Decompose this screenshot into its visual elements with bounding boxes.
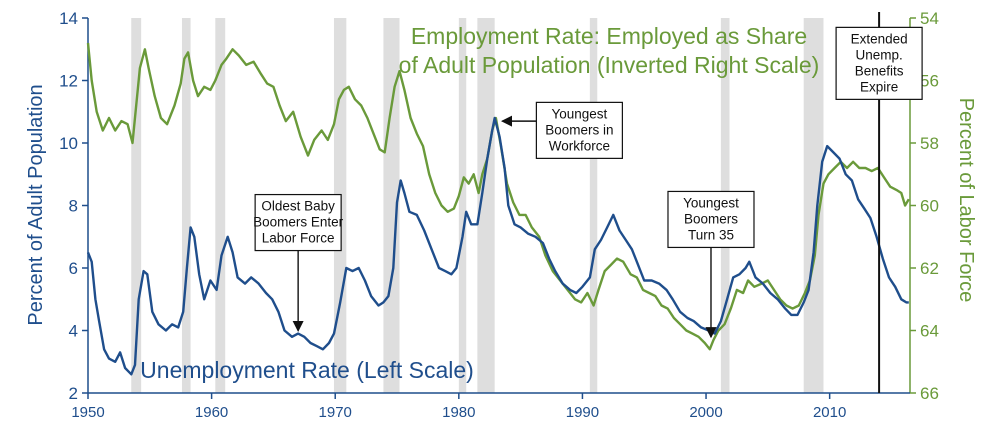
recession-band bbox=[458, 18, 467, 393]
x-tick-label: 1990 bbox=[566, 404, 599, 421]
annotation-text: Workforce bbox=[549, 138, 610, 153]
recession-bands bbox=[131, 18, 824, 393]
recession-band bbox=[383, 18, 400, 393]
right-tick-label: 56 bbox=[920, 72, 939, 91]
annotation-box bbox=[535, 101, 623, 159]
recession-band bbox=[215, 18, 226, 393]
annotation-text: Labor Force bbox=[262, 231, 335, 246]
annotation-box bbox=[667, 190, 755, 249]
annotation-text: Turn 35 bbox=[688, 227, 734, 242]
annotation-box bbox=[254, 193, 342, 252]
left-tick-label: 14 bbox=[59, 9, 78, 28]
annotation-text: Extended bbox=[851, 31, 908, 46]
recession-band bbox=[131, 18, 142, 393]
chart-title-green-line2: of Adult Population (Inverted Right Scal… bbox=[399, 52, 820, 78]
annotation-text: Boomers in bbox=[545, 122, 613, 137]
right-axis-label: Percent of Labor Force bbox=[955, 98, 977, 303]
x-tick-label: 2010 bbox=[813, 404, 846, 421]
right-tick-label: 54 bbox=[920, 9, 939, 28]
recession-band bbox=[803, 18, 824, 393]
left-tick-label: 2 bbox=[69, 384, 78, 403]
annotation-text: Expire bbox=[860, 79, 898, 94]
annotation-text: Youngest bbox=[683, 195, 739, 210]
annotation-text: Oldest Baby bbox=[261, 199, 335, 214]
annotation-text: Boomers bbox=[684, 211, 738, 226]
left-tick-label: 10 bbox=[59, 134, 78, 153]
left-axis-label: Percent of Adult Population bbox=[25, 84, 47, 325]
x-tick-label: 1970 bbox=[319, 404, 352, 421]
chart-title-blue: Unemployment Rate (Left Scale) bbox=[140, 357, 474, 383]
x-tick-label: 1960 bbox=[195, 404, 228, 421]
annotation-box bbox=[835, 26, 923, 100]
annotation-text: Boomers Enter bbox=[253, 215, 344, 230]
x-tick-label: 1950 bbox=[71, 404, 104, 421]
recession-band bbox=[477, 18, 495, 393]
left-tick-label: 6 bbox=[69, 259, 78, 278]
annotation-text: Benefits bbox=[855, 63, 904, 78]
employment-rate-line bbox=[86, 42, 910, 351]
left-tick-label: 8 bbox=[69, 197, 78, 216]
right-tick-label: 62 bbox=[920, 259, 939, 278]
x-tick-label: 2000 bbox=[689, 404, 722, 421]
series-lines bbox=[86, 42, 910, 376]
left-tick-label: 12 bbox=[59, 72, 78, 91]
left-tick-label: 4 bbox=[69, 322, 78, 341]
right-tick-label: 66 bbox=[920, 384, 939, 403]
unemployment-rate-line bbox=[86, 116, 909, 376]
recession-band bbox=[181, 18, 191, 393]
right-tick-label: 60 bbox=[920, 197, 939, 216]
right-tick-label: 58 bbox=[920, 134, 939, 153]
annotation-text: Unemp. bbox=[855, 47, 902, 62]
recession-band bbox=[589, 18, 598, 393]
right-tick-label: 64 bbox=[920, 322, 939, 341]
annotation-text: Youngest bbox=[551, 106, 607, 121]
chart-title-green-line1: Employment Rate: Employed as Share bbox=[411, 23, 807, 49]
x-tick-label: 1980 bbox=[442, 404, 475, 421]
